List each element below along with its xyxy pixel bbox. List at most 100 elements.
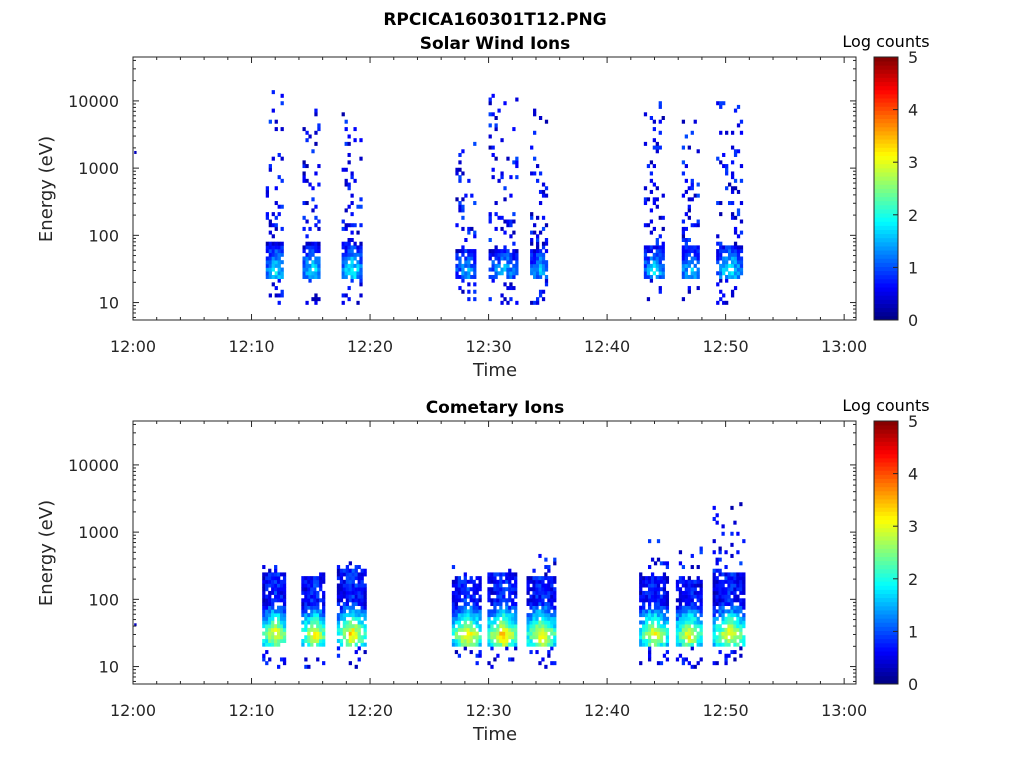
heatmap-cell: [696, 286, 700, 291]
heatmap-cell: [467, 249, 471, 254]
heatmap-cell: [506, 271, 510, 276]
colorbar-segment: [874, 556, 898, 562]
colorbar-segment: [874, 299, 898, 304]
heatmap-cell: [356, 267, 360, 272]
heatmap-cell: [499, 594, 503, 599]
burst-6: [643, 101, 665, 302]
heatmap-cell: [503, 282, 507, 287]
heatmap-cell: [348, 568, 352, 573]
heatmap-cell: [687, 289, 691, 294]
heatmap-cell: [675, 657, 680, 662]
heatmap-cell: [268, 164, 272, 169]
heatmap-cell: [538, 201, 543, 206]
heatmap-cell: [733, 576, 737, 581]
heatmap-cell: [310, 594, 314, 599]
heatmap-cell: [356, 252, 360, 257]
heatmap-cell: [727, 631, 731, 636]
heatmap-cell: [282, 609, 287, 614]
heatmap-cell: [739, 201, 744, 206]
x-tick-label: 13:00: [821, 701, 867, 720]
heatmap-cell: [541, 260, 546, 265]
heatmap-cell: [268, 267, 272, 272]
heatmap-cell: [314, 245, 318, 250]
heatmap-cell: [357, 576, 361, 581]
colorbar-segment: [874, 225, 898, 230]
x-tick-label: 12:20: [347, 701, 393, 720]
heatmap-cell: [530, 267, 534, 272]
heatmap-cell: [646, 267, 651, 272]
heatmap-cell: [310, 616, 314, 621]
heatmap-cell: [505, 613, 509, 618]
heatmap-cell: [730, 627, 734, 632]
heatmap-cell: [457, 576, 462, 581]
heatmap-cell: [547, 609, 551, 614]
heatmap-cell: [544, 238, 549, 242]
heatmap-cell: [310, 627, 314, 632]
heatmap-cell: [725, 260, 729, 265]
heatmap-cell: [458, 256, 462, 261]
heatmap-cell: [472, 627, 476, 632]
heatmap-cell: [730, 271, 735, 276]
heatmap-cell: [311, 149, 315, 154]
heatmap-cell: [656, 576, 661, 581]
heatmap-cell: [652, 164, 656, 169]
heatmap-cell: [730, 650, 734, 655]
heatmap-cell: [363, 616, 367, 621]
heatmap-cell: [535, 587, 539, 592]
heatmap-cell: [712, 587, 716, 592]
heatmap-cell: [690, 616, 694, 621]
heatmap-cell: [304, 583, 308, 588]
heatmap-cell: [535, 241, 540, 246]
heatmap-cell: [538, 289, 543, 294]
heatmap-cell: [464, 271, 468, 276]
colorbar-segment: [874, 57, 898, 62]
heatmap-cell: [662, 561, 667, 566]
heatmap-cell: [662, 627, 667, 632]
heatmap-cell: [696, 598, 700, 603]
heatmap-cell: [647, 638, 652, 643]
heatmap-cell: [718, 587, 722, 592]
heatmap-cell: [730, 201, 735, 206]
heatmap-cell: [512, 267, 516, 272]
heatmap-cell: [499, 598, 503, 603]
heatmap-cell: [649, 278, 654, 283]
heatmap-cell: [541, 631, 545, 636]
heatmap-cell: [642, 638, 646, 643]
heatmap-cell: [282, 587, 287, 592]
heatmap-cell: [505, 638, 509, 643]
heatmap-cell: [304, 594, 308, 599]
heatmap-cell: [530, 260, 534, 265]
heatmap-cell: [473, 260, 477, 265]
colorbar-tick-label: 5: [908, 48, 918, 67]
heatmap-cell: [529, 635, 533, 640]
heatmap-cell: [696, 256, 700, 261]
heatmap-cell: [681, 171, 686, 176]
heatmap-cell: [662, 605, 667, 610]
heatmap-cell: [304, 576, 308, 581]
heatmap-cell: [538, 274, 543, 279]
heatmap-cell: [742, 605, 746, 610]
heatmap-cell: [274, 260, 278, 265]
heatmap-cell: [678, 624, 683, 629]
heatmap-cell: [736, 624, 740, 629]
heatmap-cell: [687, 661, 691, 666]
heatmap-cell: [265, 627, 269, 632]
heatmap-cell: [359, 271, 363, 276]
heatmap-cell: [509, 282, 513, 287]
colorbar-label: Log counts: [842, 396, 929, 415]
heatmap-cell: [280, 274, 284, 279]
heatmap-cell: [363, 624, 367, 629]
heatmap-cell: [716, 260, 720, 265]
heatmap-cell: [724, 565, 728, 570]
heatmap-cell: [514, 620, 518, 625]
heatmap-cell: [665, 579, 670, 584]
heatmap-cell: [316, 594, 320, 599]
heatmap-cell: [464, 274, 468, 279]
heatmap-cell: [280, 245, 284, 250]
heatmap-cell: [684, 631, 688, 636]
heatmap-cell: [359, 223, 363, 228]
heatmap-cell: [344, 119, 348, 124]
heatmap-cell: [313, 616, 317, 621]
heatmap-cell: [642, 624, 646, 629]
heatmap-cell: [739, 587, 743, 592]
